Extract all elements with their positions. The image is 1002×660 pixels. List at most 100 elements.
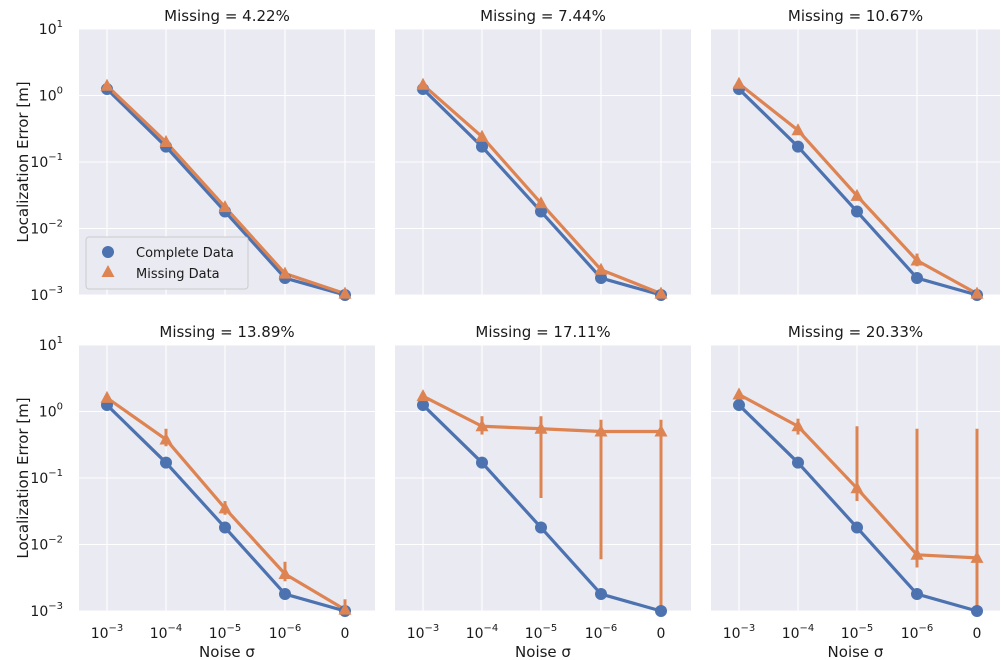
missing-point xyxy=(970,286,984,299)
missing-point xyxy=(100,390,114,403)
missing-point xyxy=(159,432,173,445)
x-tick-label: 10−6 xyxy=(585,623,618,642)
x-tick-label: 10−6 xyxy=(901,623,934,642)
complete-point xyxy=(851,521,863,534)
y-tick-label: 101 xyxy=(39,335,63,354)
complete-point xyxy=(792,140,804,153)
complete-point xyxy=(535,205,547,218)
complete-point xyxy=(476,456,488,469)
legend-marker-complete xyxy=(102,246,114,258)
missing-point xyxy=(791,123,805,136)
panel-1: Missing = 4.22% 101 100 10−1 10−2 10−3 Localiz… xyxy=(14,7,375,304)
x-tick-label: 10−5 xyxy=(841,623,874,642)
missing-point xyxy=(594,424,608,437)
missing-point xyxy=(850,188,864,201)
plot-marks xyxy=(732,76,984,301)
panel-5: Missing = 17.11% 10−3 10−4 10−5 10−6 0 Noise σ xyxy=(395,323,691,660)
x-axis-label: Noise σ xyxy=(199,643,255,660)
x-axis-label: Noise σ xyxy=(828,643,884,660)
complete-point xyxy=(792,456,804,469)
x-tick-label: 10−6 xyxy=(269,623,302,642)
legend-marker-missing xyxy=(101,265,115,277)
legend: Complete Data Missing Data xyxy=(85,236,249,290)
x-tick-label: 0 xyxy=(973,626,982,642)
missing-point xyxy=(338,602,352,615)
y-tick-label: 10−3 xyxy=(30,285,63,304)
missing-point xyxy=(910,547,924,560)
x-tick-label: 10−3 xyxy=(723,623,756,642)
y-tick-label: 10−1 xyxy=(30,468,63,487)
complete-point xyxy=(851,205,863,218)
complete-point xyxy=(417,399,429,412)
missing-point xyxy=(732,387,746,400)
missing-point xyxy=(475,419,489,432)
legend-label-missing: Missing Data xyxy=(136,267,220,282)
missing-point xyxy=(970,550,984,563)
missing-point xyxy=(278,567,292,580)
x-tick-label: 10−5 xyxy=(525,623,558,642)
legend-label-complete: Complete Data xyxy=(136,246,234,261)
missing-point xyxy=(218,200,232,213)
x-tick-label: 10−3 xyxy=(91,623,124,642)
complete-point xyxy=(911,272,923,285)
panel-title: Missing = 20.33% xyxy=(788,323,923,341)
missing-point xyxy=(159,134,173,147)
plot-marks xyxy=(416,77,668,301)
x-tick-label: 10−3 xyxy=(407,623,440,642)
complete-point xyxy=(655,605,667,617)
x-tick-label: 10−5 xyxy=(209,623,242,642)
complete-point xyxy=(476,140,488,153)
panel-title: Missing = 10.67% xyxy=(788,7,923,25)
missing-point xyxy=(910,253,924,266)
y-tick-label: 10−3 xyxy=(30,601,63,620)
complete-point xyxy=(219,521,231,534)
complete-point xyxy=(279,588,291,601)
x-tick-label: 10−4 xyxy=(466,623,499,642)
panel-3: Missing = 10.67% xyxy=(711,7,1000,301)
complete-point xyxy=(595,588,607,601)
y-tick-label: 10−2 xyxy=(30,219,63,238)
y-axis-label: Localization Error [m] xyxy=(14,81,32,242)
complete-point xyxy=(535,521,547,534)
y-tick-label: 10−2 xyxy=(30,535,63,554)
y-axis-label: Localization Error [m] xyxy=(14,397,32,558)
missing-point xyxy=(416,77,430,90)
plot-marks xyxy=(732,387,984,617)
panel-2: Missing = 7.44% xyxy=(395,7,691,301)
panel-title: Missing = 17.11% xyxy=(475,323,610,341)
missing-point xyxy=(218,501,232,514)
x-axis-label: Noise σ xyxy=(515,643,571,660)
complete-point xyxy=(733,399,745,412)
missing-point xyxy=(100,78,114,91)
missing-point xyxy=(534,421,548,434)
y-tick-label: 101 xyxy=(39,19,63,38)
x-tick-label: 0 xyxy=(341,626,350,642)
y-tick-label: 10−1 xyxy=(30,152,63,171)
x-tick-label: 10−4 xyxy=(150,623,183,642)
y-tick-label: 100 xyxy=(39,86,63,105)
missing-point xyxy=(534,196,548,209)
y-tick-label: 100 xyxy=(39,402,63,421)
missing-point xyxy=(594,262,608,275)
panel-6: Missing = 20.33% 10−3 10−4 10−5 10−6 0 Noise σ xyxy=(711,323,1000,660)
plot-marks xyxy=(100,390,352,617)
plot-marks xyxy=(100,78,352,301)
missing-point xyxy=(732,76,746,89)
legend-box xyxy=(85,236,249,290)
missing-point xyxy=(475,129,489,142)
missing-point xyxy=(654,286,668,299)
missing-point xyxy=(654,424,668,437)
plot-marks xyxy=(416,389,668,617)
missing-point xyxy=(416,389,430,402)
missing-point xyxy=(338,286,352,299)
complete-point xyxy=(911,588,923,601)
complete-point xyxy=(595,272,607,285)
panel-title: Missing = 13.89% xyxy=(159,323,294,341)
missing-point xyxy=(850,481,864,494)
panel-title: Missing = 7.44% xyxy=(480,7,606,25)
complete-point xyxy=(971,605,983,617)
missing-point xyxy=(791,419,805,432)
x-tick-label: 0 xyxy=(657,626,666,642)
panel-title: Missing = 4.22% xyxy=(164,7,290,25)
